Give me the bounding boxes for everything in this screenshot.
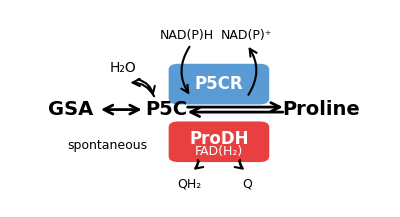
Text: NAD(P)⁺: NAD(P)⁺ [221,29,272,42]
Text: GSA: GSA [48,100,93,119]
FancyBboxPatch shape [169,122,268,161]
Text: spontaneous: spontaneous [67,139,148,152]
Text: Proline: Proline [282,100,360,119]
Text: H₂O: H₂O [110,61,136,75]
Text: P5CR: P5CR [195,75,243,93]
Text: ProDH: ProDH [189,130,249,148]
Text: QH₂: QH₂ [177,178,202,191]
Text: Q: Q [242,178,252,191]
FancyBboxPatch shape [169,64,268,104]
Text: FAD(H₂): FAD(H₂) [195,145,243,158]
Text: NAD(P)H: NAD(P)H [159,29,214,42]
Text: P5C: P5C [145,100,187,119]
